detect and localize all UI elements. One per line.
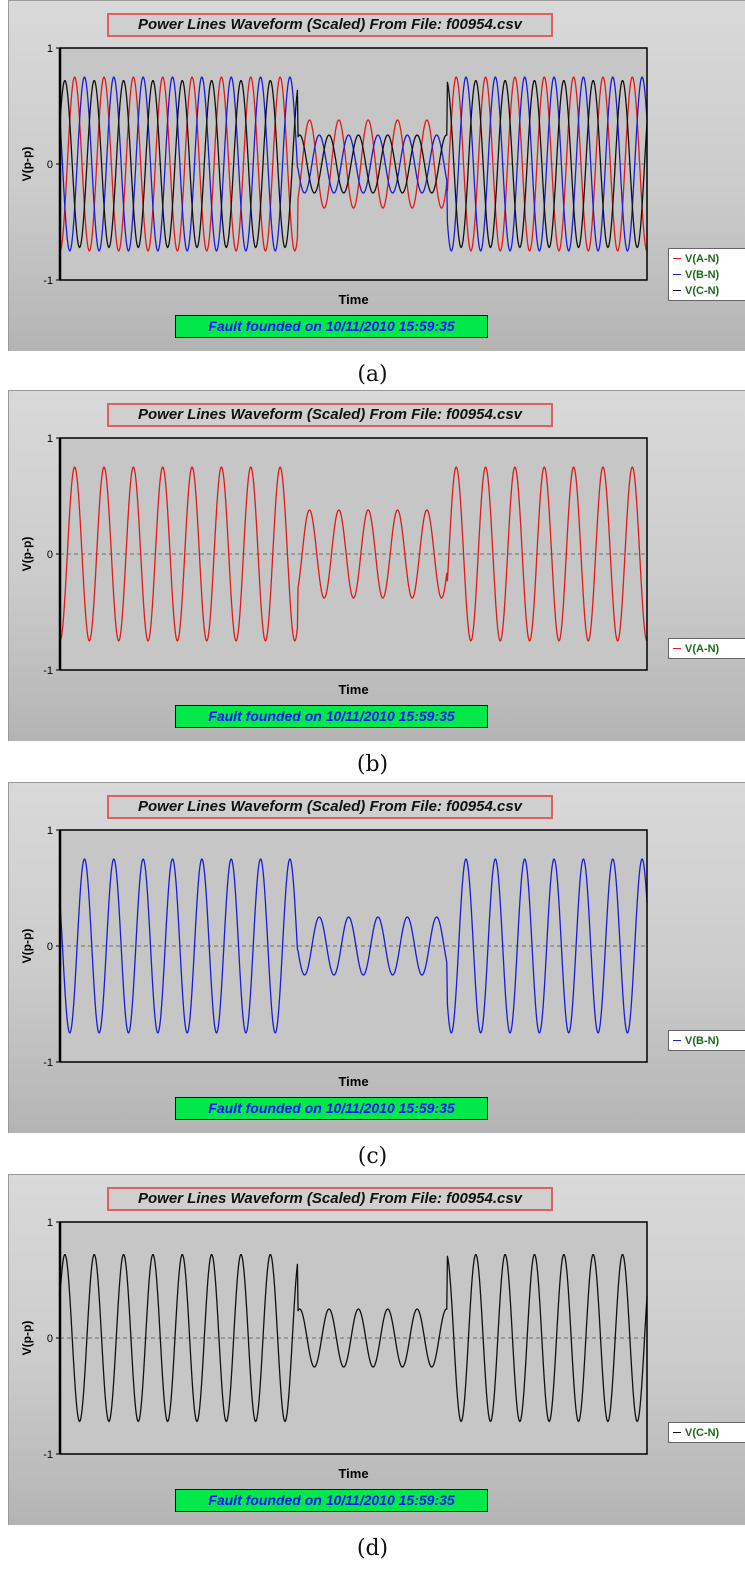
legend-item: V(C-N) (673, 283, 745, 299)
chart-title: Power Lines Waveform (Scaled) From File:… (107, 403, 553, 427)
legend-item: V(B-N) (673, 267, 745, 283)
legend-swatch (673, 273, 681, 275)
plot-background (60, 438, 647, 670)
legend: V(A-N) V(B-N) V(C-N) (668, 248, 745, 301)
fault-status-label: Fault founded on 10/11/2010 15:59:35 (175, 1097, 488, 1120)
legend-label: V(A-N) (685, 253, 720, 265)
y-tick-label: -1 (43, 1449, 53, 1461)
chart-title: Power Lines Waveform (Scaled) From File:… (107, 13, 553, 37)
legend: V(B-N) (668, 1030, 745, 1051)
figure-caption: (a) (357, 362, 388, 387)
legend-label: V(B-N) (685, 1035, 720, 1047)
legend-item: V(B-N) (673, 1033, 745, 1049)
series-line (59, 80, 648, 249)
fault-status-label: Fault founded on 10/11/2010 15:59:35 (175, 315, 488, 338)
legend-swatch (673, 647, 681, 649)
chart-panel-a: Power Lines Waveform (Scaled) From File:… (8, 0, 745, 351)
figure-caption: (d) (356, 1536, 389, 1561)
y-tick-label: 0 (47, 159, 53, 171)
x-axis-label: Time (338, 1466, 368, 1481)
y-tick-label: 1 (47, 1217, 53, 1229)
y-axis-label: V(p-p) (20, 537, 34, 572)
y-axis-label: V(p-p) (20, 147, 34, 182)
legend-item: V(A-N) (673, 251, 745, 267)
chart-title: Power Lines Waveform (Scaled) From File:… (107, 795, 553, 819)
x-axis-label: Time (338, 682, 368, 697)
plot-area-a: 1 0 -1 Time V(p-p) (20, 43, 648, 307)
x-axis-label: Time (338, 292, 368, 307)
chart-panel-d: Power Lines Waveform (Scaled) From File:… (8, 1174, 745, 1525)
y-tick-label: -1 (43, 665, 53, 677)
figure-caption: (b) (356, 752, 389, 777)
y-tick-label: -1 (43, 1057, 53, 1069)
y-tick-label: 1 (47, 825, 53, 837)
x-axis-label: Time (338, 1074, 368, 1089)
legend-label: V(B-N) (685, 269, 720, 281)
plot-background (60, 1222, 647, 1454)
y-tick-label: 0 (47, 941, 53, 953)
chart-panel-c: Power Lines Waveform (Scaled) From File:… (8, 782, 745, 1133)
legend-item: V(A-N) (673, 641, 745, 657)
fault-status-label: Fault founded on 10/11/2010 15:59:35 (175, 705, 488, 728)
plot-area-d: 1 0 -1 Time V(p-p) (20, 1217, 648, 1481)
legend-label: V(C-N) (685, 1427, 720, 1439)
legend-item: V(C-N) (673, 1425, 745, 1441)
plot-background (60, 830, 647, 1062)
y-tick-label: 0 (47, 1333, 53, 1345)
legend-swatch (673, 257, 681, 259)
series-line (59, 858, 648, 1034)
legend-label: V(C-N) (685, 285, 720, 297)
legend-label: V(A-N) (685, 643, 720, 655)
plot-area-c: 1 0 -1 Time V(p-p) (20, 825, 648, 1089)
y-tick-label: 1 (47, 433, 53, 445)
legend-swatch (673, 1431, 681, 1433)
y-tick-label: -1 (43, 275, 53, 287)
series-line (59, 466, 648, 642)
plot-background (60, 48, 647, 280)
y-axis-label: V(p-p) (20, 929, 34, 964)
chart-title: Power Lines Waveform (Scaled) From File:… (107, 1187, 553, 1211)
plot-area-b: 1 0 -1 Time V(p-p) (20, 433, 648, 697)
legend: V(A-N) (668, 638, 745, 659)
y-tick-label: 1 (47, 43, 53, 55)
legend-swatch (673, 289, 681, 291)
y-tick-label: 0 (47, 549, 53, 561)
series-line (59, 1254, 648, 1423)
legend: V(C-N) (668, 1422, 745, 1443)
y-axis-label: V(p-p) (20, 1321, 34, 1356)
chart-panel-b: Power Lines Waveform (Scaled) From File:… (8, 390, 745, 741)
fault-status-label: Fault founded on 10/11/2010 15:59:35 (175, 1489, 488, 1512)
legend-swatch (673, 1039, 681, 1041)
figure-caption: (c) (357, 1144, 388, 1169)
